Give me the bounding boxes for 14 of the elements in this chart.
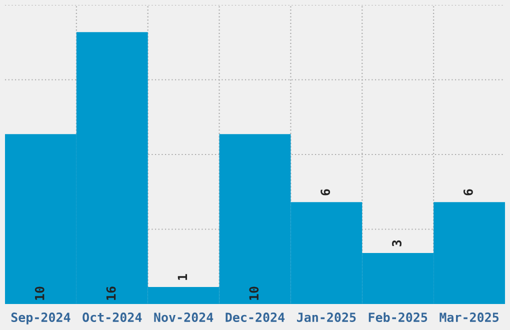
x-tick-label: Mar-2025 [440, 312, 499, 322]
data-label: 10 [34, 286, 44, 300]
data-label: 3 [392, 240, 402, 246]
data-label: 16 [106, 286, 116, 300]
data-label: 6 [463, 189, 473, 196]
x-tick-label: Jan-2025 [296, 312, 356, 322]
data-label: 6 [320, 189, 330, 196]
x-tick-label: Oct-2024 [82, 312, 142, 322]
x-tick-label: Dec-2024 [226, 312, 285, 322]
x-tick-label: Sep-2024 [11, 312, 70, 324]
x-tick-label: Nov-2024 [154, 312, 214, 322]
data-label: 1 [178, 274, 188, 280]
x-tick-label: Feb-2025 [368, 312, 428, 322]
data-label: 10 [249, 286, 259, 300]
